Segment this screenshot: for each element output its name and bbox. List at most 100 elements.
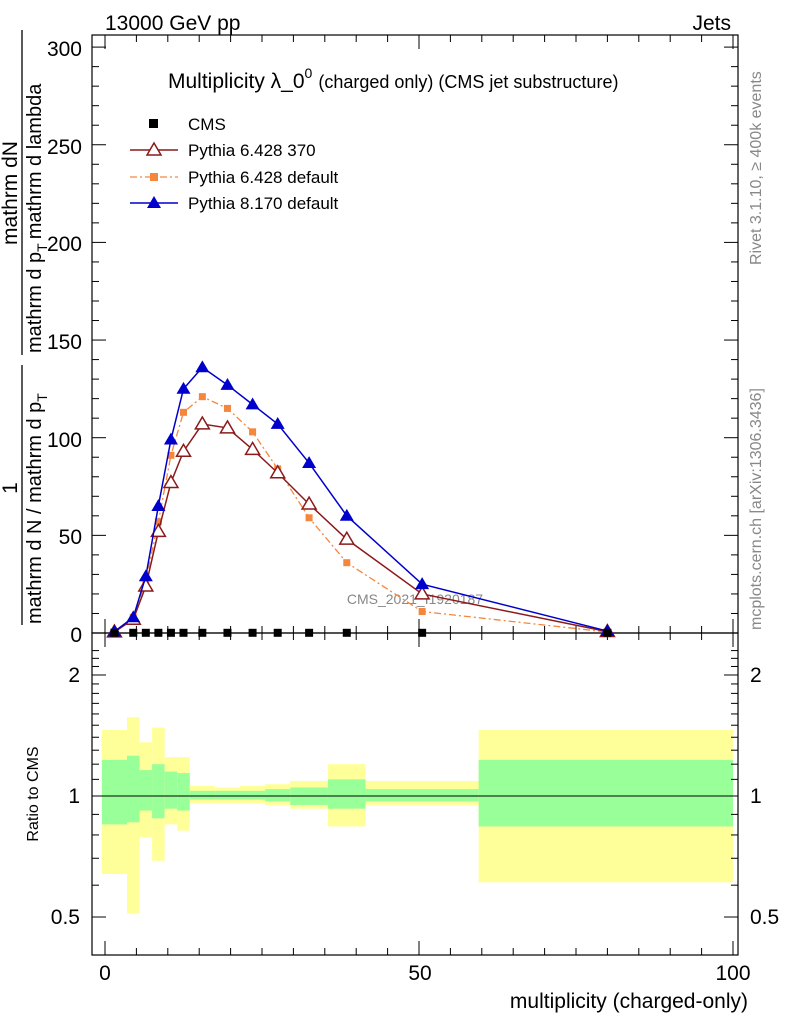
data-point	[198, 628, 207, 637]
main-y-axis-label: 1 mathrm d N / mathrm d pT mathrm dN mat…	[0, 30, 50, 625]
y-label-prefactor-numerator: 1	[0, 482, 22, 494]
ratio-y-ticks	[92, 650, 738, 918]
y-tick-label: 250	[47, 136, 82, 159]
ratio-green-band	[126, 755, 140, 823]
data-point	[162, 474, 180, 489]
ratio-green-band	[265, 789, 291, 802]
data-point	[305, 514, 313, 522]
plot-title: Multiplicity λ_00 (charged only) (CMS jet…	[168, 65, 618, 93]
x-axis-label: multiplicity (charged-only)	[510, 990, 748, 1013]
legend-label-cms: CMS	[188, 115, 226, 134]
data-point	[179, 628, 188, 637]
data-point	[223, 404, 231, 412]
y-label-prefactor-denominator: mathrm d N / mathrm d pT	[24, 393, 50, 624]
data-point	[342, 628, 351, 637]
data-point	[249, 428, 257, 436]
data-point	[151, 499, 166, 511]
data-point	[198, 393, 206, 401]
data-point	[110, 628, 119, 637]
rivet-version-label: Rivet 3.1.10, ≥ 400k events	[748, 71, 765, 265]
ratio-tick-label-left: 1	[68, 785, 80, 808]
data-point	[418, 628, 427, 637]
ratio-tick-label-left: 2	[68, 664, 80, 687]
ratio-tick-label-left: 0.5	[51, 906, 80, 929]
ratio-green-band	[214, 790, 241, 800]
x-tick-label: 0	[99, 962, 111, 985]
legend-marker-cms	[149, 119, 158, 128]
ratio-y-tick-labels: 0.5 1 2 0.5 1 2	[51, 664, 779, 929]
ratio-green-band	[164, 771, 178, 809]
series-cms	[110, 628, 612, 637]
data-point	[269, 464, 287, 479]
data-point	[166, 628, 175, 637]
data-point	[418, 608, 426, 616]
legend-label-p8-default: Pythia 8.170 default	[188, 194, 339, 213]
legend-label-p6-default: Pythia 6.428 default	[188, 168, 339, 187]
ratio-y-axis-label: Ratio to CMS	[25, 746, 42, 841]
data-point	[163, 432, 178, 445]
x-tick-label: 50	[408, 962, 431, 985]
legend-marker-p8-default	[147, 196, 161, 208]
data-point	[245, 397, 260, 410]
data-point	[176, 381, 191, 394]
series-line	[114, 395, 608, 633]
process-label: Jets	[692, 12, 731, 35]
main-y-tick-labels: 0 50 100 150 200 250 300	[47, 38, 82, 647]
data-point	[305, 628, 314, 637]
ratio-green-band	[365, 789, 479, 802]
ratio-green-band	[189, 790, 215, 800]
data-point	[154, 628, 163, 637]
ratio-tick-label-right: 2	[750, 664, 762, 687]
y-tick-label: 100	[47, 429, 82, 452]
y-tick-label: 150	[47, 331, 82, 354]
data-point	[154, 518, 162, 526]
data-point	[415, 577, 430, 590]
data-point	[220, 377, 235, 390]
legend-label-p6-370: Pythia 6.428 370	[188, 141, 316, 160]
data-point	[126, 610, 141, 623]
data-point	[603, 628, 612, 637]
data-point	[175, 442, 192, 458]
data-point	[338, 530, 356, 545]
data-point	[129, 628, 138, 637]
data-point	[248, 628, 257, 637]
y-tick-label: 200	[47, 233, 82, 256]
ratio-plot-frame	[91, 632, 739, 956]
ratio-green-band	[177, 773, 190, 811]
data-point	[244, 440, 261, 456]
data-point	[339, 508, 354, 521]
beam-label: 13000 GeV pp	[105, 12, 240, 35]
data-point	[167, 451, 175, 459]
ratio-uncertainty-bands	[101, 717, 733, 914]
legend: CMS Pythia 6.428 370 Pythia 6.428 defaul…	[130, 115, 339, 213]
y-tick-label: 0	[70, 624, 82, 647]
ratio-green-band	[139, 770, 153, 811]
data-point	[180, 408, 187, 416]
data-point	[302, 456, 317, 468]
data-point	[223, 628, 232, 637]
ratio-green-band	[101, 759, 127, 825]
ratio-green-band	[327, 779, 366, 809]
data-point	[138, 569, 153, 582]
y-tick-label: 300	[47, 38, 82, 61]
ratio-green-band	[478, 759, 733, 827]
main-series	[106, 360, 616, 638]
y-label-denominator: mathrm d pTmathrm d lambda	[24, 83, 50, 353]
data-point	[300, 495, 318, 510]
data-point	[195, 360, 210, 373]
series-pythia-8-170-default	[107, 360, 615, 637]
ratio-green-band	[240, 790, 266, 800]
ratio-green-band	[152, 764, 165, 819]
data-point	[141, 628, 150, 637]
data-point	[270, 417, 285, 429]
legend-marker-p6-370	[145, 141, 163, 156]
data-point	[194, 415, 211, 430]
data-point	[150, 522, 167, 538]
data-point	[413, 585, 431, 600]
y-label-numerator: mathrm dN	[0, 141, 22, 245]
main-y-ticks	[92, 46, 738, 634]
legend-marker-p6-default	[150, 173, 158, 181]
data-point	[219, 419, 236, 434]
mcplots-label: mcplots.cern.ch [arXiv:1306.3436]	[748, 388, 765, 630]
